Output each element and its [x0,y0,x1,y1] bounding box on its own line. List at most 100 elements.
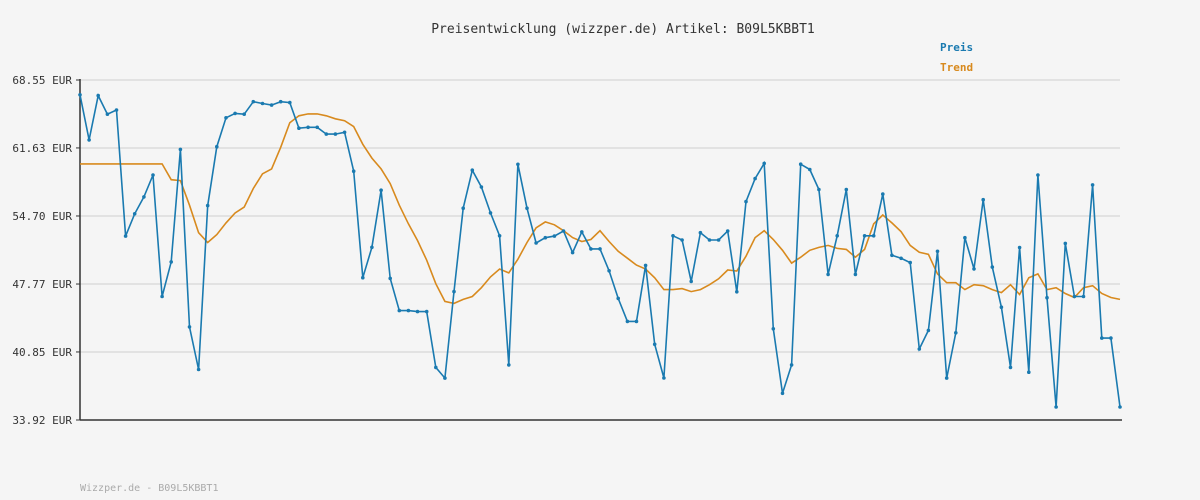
data-point-preis [215,144,219,149]
data-point-preis [388,276,393,281]
data-point-preis [169,260,173,264]
data-point-preis [1045,295,1049,300]
data-point-preis [415,309,420,314]
data-point-preis [342,130,347,135]
data-point-preis [269,103,274,107]
legend-trend: Trend [940,61,973,74]
data-point-preis [808,167,812,172]
data-point-preis [488,211,493,215]
data-point-preis [598,247,602,251]
data-point-preis [580,230,584,234]
data-point-preis [132,212,137,216]
data-point-preis [780,391,785,396]
data-point-preis [1008,365,1013,370]
data-point-preis [288,100,292,105]
data-point-preis [625,319,630,324]
data-point-preis [725,229,730,233]
y-tick-label: 47.77 EUR [12,278,72,291]
y-axis-ticks: 68.55 EUR 61.63 EUR 54.70 EUR 47.77 EUR 40.8… [12,74,80,427]
legend-preis: Preis [940,41,973,54]
data-point-preis [999,305,1004,310]
data-point-preis [543,235,548,240]
data-point-preis [142,195,146,199]
data-point-preis [954,331,958,335]
data-point-preis [151,173,155,177]
y-tick-label: 68.55 EUR [12,74,72,87]
data-point-preis [926,328,931,333]
data-point-preis [744,199,748,204]
data-point-preis [698,230,703,235]
data-point-preis [662,376,666,380]
data-point-preis [561,229,566,233]
data-point-preis [881,192,885,196]
data-point-preis [607,269,611,273]
data-point-preis [507,363,511,367]
grid-lines [80,79,1120,353]
data-point-preis [233,111,237,116]
data-point-preis [324,132,329,136]
data-point-preis [1118,405,1122,409]
data-point-preis [1027,370,1031,375]
series-line-trend [80,113,1121,305]
data-point-preis [963,235,967,240]
y-tick-label: 33.92 EUR [12,414,72,427]
data-point-preis [443,376,447,380]
data-point-preis [479,185,484,189]
data-point-preis [1081,294,1086,299]
data-point-preis [333,132,338,136]
y-tick-label: 54.70 EUR [12,210,72,223]
data-point-preis [534,241,538,245]
data-point-preis [525,206,529,210]
data-point-preis [123,234,128,238]
data-point-preis [871,234,876,238]
data-point-preis [753,176,757,181]
data-point-preis [251,99,256,104]
data-point-preis [552,234,557,238]
data-point-preis [689,279,693,284]
data-point-preis [379,188,383,192]
chart-title: Preisentwicklung (wizzper.de) Artikel: B… [431,22,815,37]
data-point-preis [935,249,940,254]
data-point-preis [516,162,520,167]
data-point-preis [944,376,949,380]
data-point-preis [680,238,684,242]
y-tick-label: 61.63 EUR [12,142,72,155]
data-point-preis [972,267,976,271]
data-point-preis [707,238,712,242]
data-point-preis [205,203,210,208]
data-point-preis [78,93,82,97]
data-point-preis [789,363,794,367]
data-point-preis [224,116,228,120]
data-point-preis [1063,241,1068,246]
data-point-preis [187,325,192,329]
data-point-preis [452,289,456,294]
data-point-preis [817,187,821,192]
data-point-preis [315,125,320,130]
data-point-preis [96,93,100,98]
footer-text: Wizzper.de - B09L5KBBT1 [80,483,218,494]
data-point-preis [470,168,475,172]
data-point-preis [762,161,766,166]
data-point-preis [1036,173,1040,177]
data-point-preis [114,108,119,112]
data-point-preis [853,272,858,277]
data-point-preis [497,234,502,238]
data-point-preis [890,253,894,258]
data-point-preis [351,169,356,173]
data-point-preis [589,247,593,251]
data-point-preis [306,125,310,130]
data-point-preis [716,238,721,242]
data-point-preis [1054,405,1058,409]
data-point-preis [1109,336,1113,340]
data-point-preis [178,147,183,152]
data-point-preis [424,309,429,314]
data-point-preis [990,265,995,269]
data-point-preis [908,260,912,265]
data-point-preis [862,234,867,238]
data-point-preis [735,290,739,294]
data-point-preis [196,367,201,372]
data-point-preis [616,296,620,301]
data-point-preis [105,112,110,116]
data-point-preis [798,162,803,166]
